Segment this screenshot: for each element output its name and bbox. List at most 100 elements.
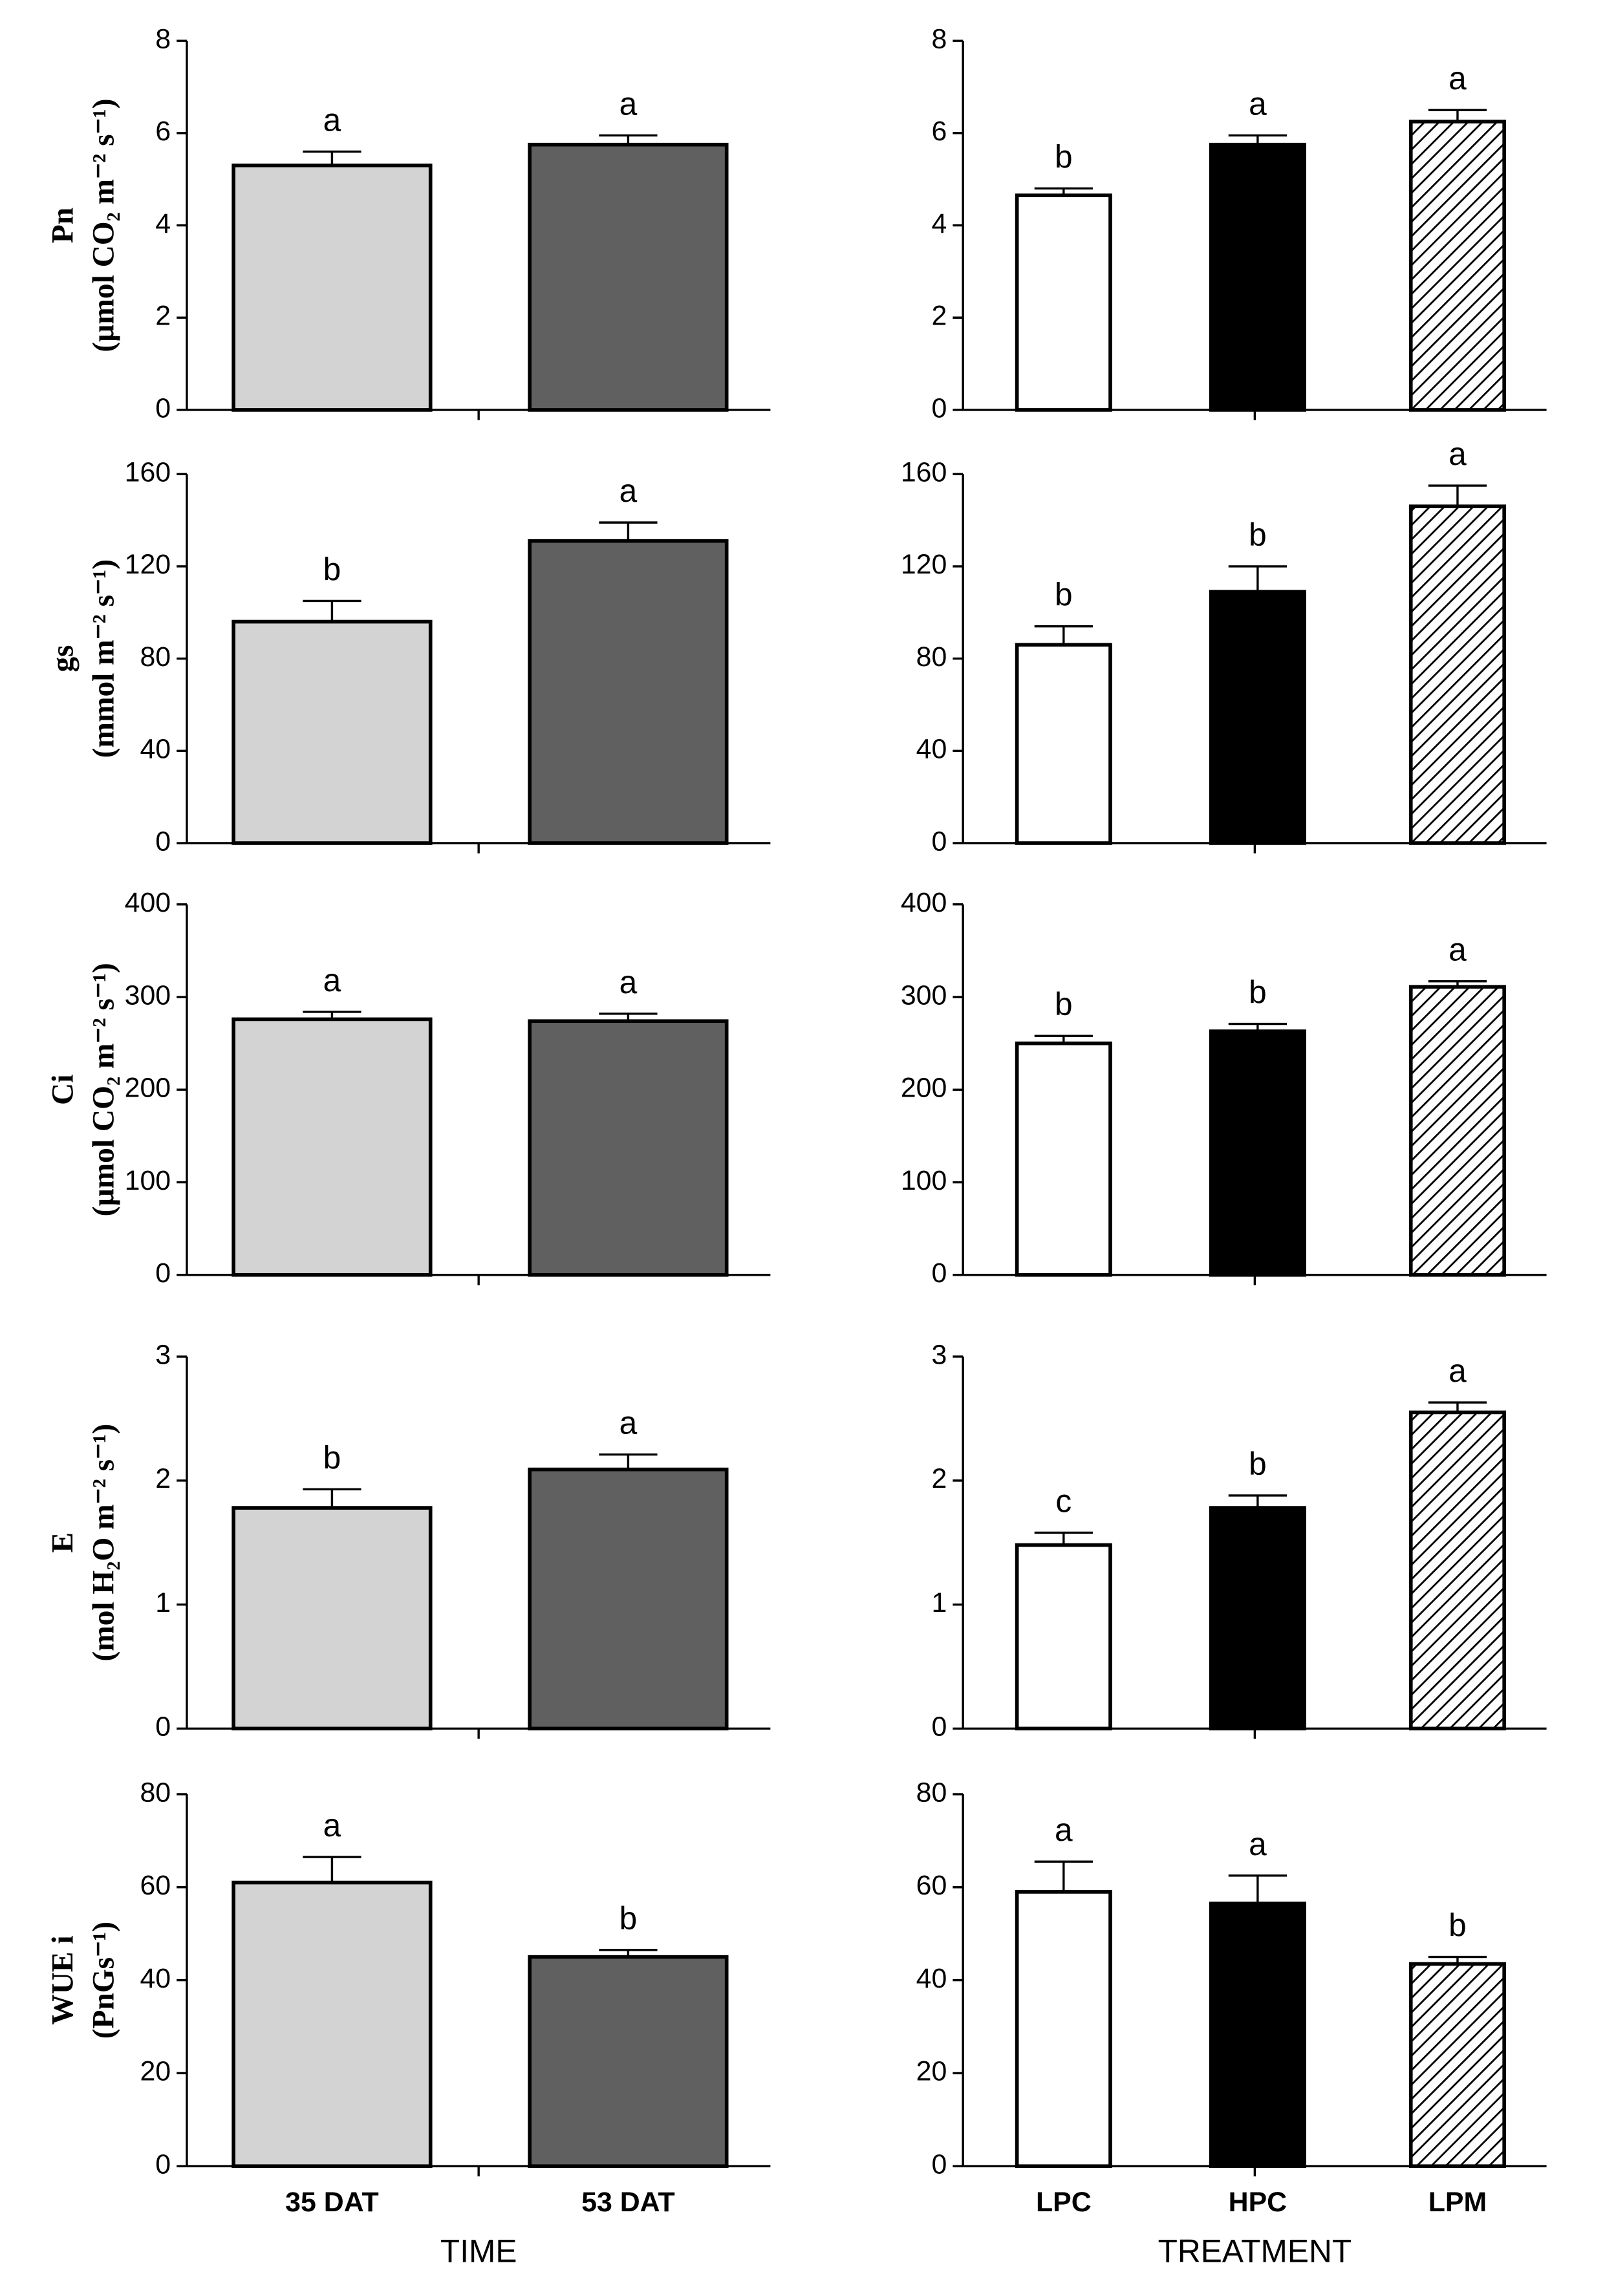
y-tick-label: 0 — [155, 826, 171, 857]
bar — [1209, 142, 1306, 412]
significance-letter: c — [1055, 1483, 1072, 1519]
y-tick-label: 60 — [140, 1870, 171, 1901]
significance-letter: a — [1449, 932, 1467, 968]
significance-letter: b — [1055, 577, 1073, 613]
y-tick-label: 4 — [932, 208, 947, 239]
y-tick-label: 160 — [901, 457, 947, 488]
significance-letter: a — [1449, 1353, 1467, 1389]
significance-letter: a — [1449, 436, 1467, 472]
bar — [232, 1880, 433, 2169]
bar — [1015, 643, 1112, 845]
bar — [232, 619, 433, 845]
y-tick-label: 3 — [932, 1339, 947, 1370]
y-tick-label: 4 — [155, 208, 171, 239]
bar — [232, 163, 433, 412]
bar — [232, 1506, 433, 1731]
y-tick-label: 0 — [932, 2149, 947, 2180]
y-tick-label: 20 — [916, 2056, 947, 2087]
y-tick-label: 80 — [916, 1777, 947, 1808]
y-axis-label: (µmol CO₂ m⁻² s⁻¹) — [87, 963, 121, 1216]
y-tick-label: 300 — [901, 980, 947, 1011]
y-axis-label: (mmol m⁻² s⁻¹) — [87, 559, 121, 758]
significance-letter: a — [323, 962, 341, 998]
y-tick-label: 300 — [125, 980, 171, 1011]
y-axis-label: gs — [47, 645, 80, 672]
significance-letter: a — [1249, 1826, 1267, 1862]
significance-letter: a — [1055, 1812, 1073, 1848]
bar — [1408, 120, 1506, 412]
y-tick-label: 20 — [140, 2056, 171, 2087]
y-tick-label: 80 — [140, 641, 171, 672]
bar — [528, 539, 729, 845]
bar — [1015, 193, 1112, 412]
y-tick-label: 200 — [901, 1073, 947, 1104]
y-tick-label: 40 — [916, 734, 947, 765]
y-tick-label: 400 — [125, 887, 171, 918]
significance-letter: b — [323, 551, 341, 587]
significance-letter: a — [619, 473, 638, 509]
significance-letter: a — [323, 1807, 341, 1843]
significance-letter: b — [323, 1439, 341, 1475]
bar — [1209, 1506, 1306, 1731]
bar — [1015, 1543, 1112, 1731]
y-tick-label: 0 — [155, 2149, 171, 2180]
significance-letter: a — [323, 102, 341, 138]
x-axis-label: TREATMENT — [1158, 2233, 1352, 2269]
significance-letter: a — [619, 1405, 638, 1441]
significance-letter: a — [1449, 60, 1467, 96]
y-tick-label: 0 — [155, 1711, 171, 1743]
x-tick-label: 35 DAT — [285, 2187, 378, 2218]
bar — [528, 142, 729, 412]
significance-letter: b — [1055, 138, 1073, 175]
significance-letter: b — [1055, 986, 1073, 1022]
y-tick-label: 2 — [932, 301, 947, 332]
bar — [528, 1019, 729, 1277]
x-tick-label: HPC — [1229, 2187, 1287, 2218]
y-tick-label: 3 — [155, 1339, 171, 1370]
y-tick-label: 200 — [125, 1073, 171, 1104]
bar — [528, 1467, 729, 1731]
bar — [1408, 504, 1506, 845]
y-tick-label: 0 — [932, 1711, 947, 1743]
y-tick-label: 8 — [155, 23, 171, 54]
bar — [232, 1017, 433, 1277]
y-tick-label: 0 — [932, 826, 947, 857]
bar — [1408, 985, 1506, 1277]
x-tick-label: LPC — [1036, 2187, 1092, 2218]
x-tick-label: LPM — [1428, 2187, 1487, 2218]
significance-letter: b — [1249, 974, 1267, 1011]
y-axis-label: E — [47, 1532, 80, 1553]
x-tick-label: 53 DAT — [581, 2187, 674, 2218]
y-tick-label: 6 — [155, 116, 171, 147]
y-tick-label: 0 — [932, 392, 947, 424]
y-tick-label: 1 — [932, 1587, 947, 1618]
y-tick-label: 0 — [155, 1258, 171, 1289]
y-tick-label: 2 — [155, 301, 171, 332]
significance-letter: b — [1449, 1907, 1467, 1944]
bar — [1408, 1410, 1506, 1731]
bar — [1408, 1962, 1506, 2169]
y-tick-label: 120 — [125, 549, 171, 580]
significance-letter: a — [619, 85, 638, 122]
y-tick-label: 0 — [932, 1258, 947, 1289]
y-tick-label: 120 — [901, 549, 947, 580]
y-tick-label: 1 — [155, 1587, 171, 1618]
y-tick-label: 80 — [916, 641, 947, 672]
y-axis-label: Ci — [47, 1075, 80, 1105]
y-tick-label: 40 — [140, 1963, 171, 1994]
significance-letter: b — [1249, 1446, 1267, 1482]
bar — [1015, 1041, 1112, 1277]
y-tick-label: 400 — [901, 887, 947, 918]
y-tick-label: 6 — [932, 116, 947, 147]
bar — [1209, 590, 1306, 845]
significance-letter: b — [1249, 517, 1267, 553]
y-tick-label: 40 — [916, 1963, 947, 1994]
y-tick-label: 2 — [155, 1463, 171, 1494]
y-tick-label: 100 — [901, 1165, 947, 1196]
y-axis-label: (PnGs⁻¹) — [87, 1922, 121, 2039]
y-tick-label: 60 — [916, 1870, 947, 1901]
y-axis-label: (µmol CO₂ m⁻² s⁻¹) — [87, 98, 121, 352]
y-tick-label: 2 — [932, 1463, 947, 1494]
y-tick-label: 80 — [140, 1777, 171, 1808]
